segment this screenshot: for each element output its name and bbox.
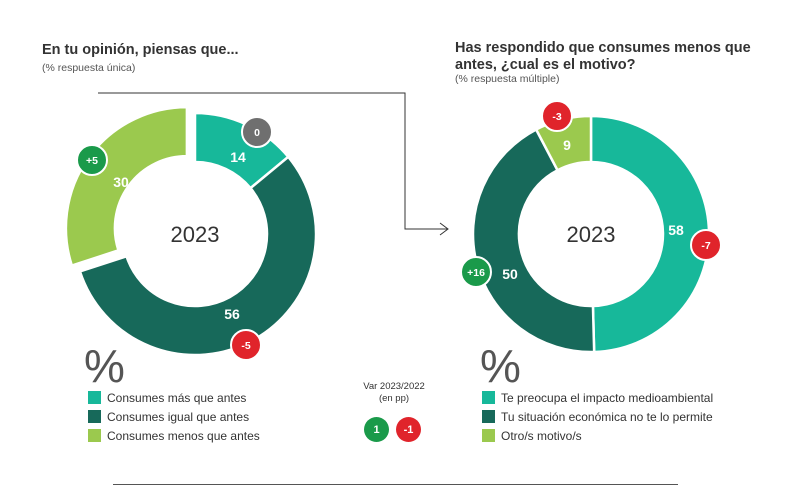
- change-badge: [690, 229, 722, 261]
- chart1-percent-symbol: %: [84, 340, 125, 392]
- change-badge: [541, 100, 573, 132]
- chart2-title: Has respondido que consumes menos que an…: [455, 40, 751, 73]
- legend-swatch: [482, 429, 495, 442]
- change-badge-label: +5: [86, 155, 98, 167]
- slice-value-label: 50: [502, 266, 518, 282]
- change-badge-label: -5: [241, 340, 250, 352]
- legend-label: Consumes más que antes: [107, 390, 247, 405]
- chart1-subtitle: (% respuesta única): [42, 62, 136, 74]
- donut-center-label: 2023: [171, 222, 220, 247]
- donut-slice: [64, 105, 189, 268]
- legend-item: Consumes menos que antes: [88, 426, 260, 445]
- slice-value-label: 58: [668, 222, 684, 238]
- legend-swatch: [482, 410, 495, 423]
- slice-value-label: 56: [224, 306, 240, 322]
- legend-swatch: [88, 391, 101, 404]
- legend-item: Tu situación económica no te lo permite: [482, 407, 713, 426]
- chart2-percent-symbol: %: [480, 340, 521, 392]
- legend-item: Otro/s motivo/s: [482, 426, 713, 445]
- donut-center-label: 2023: [567, 222, 616, 247]
- connector-line: [98, 92, 448, 230]
- bottom-divider: [113, 484, 678, 485]
- change-badge-label: -7: [701, 240, 710, 252]
- legend-item: Consumes más que antes: [88, 388, 260, 407]
- donut-slice: [589, 114, 711, 354]
- change-badge: [460, 256, 492, 288]
- change-badge: [76, 144, 108, 176]
- donut-slice: [471, 127, 596, 354]
- change-badge-label: 0: [254, 127, 260, 139]
- legend-item: Consumes igual que antes: [88, 407, 260, 426]
- donut-slice: [78, 155, 318, 357]
- slice-value-label: 14: [230, 149, 246, 165]
- slice-value-label: 30: [113, 174, 129, 190]
- donut-chart-2: 2023 58 -7 50 +16 9 -3: [460, 100, 722, 354]
- legend-swatch: [88, 410, 101, 423]
- legend-label: Consumes menos que antes: [107, 428, 260, 443]
- legend-item: Te preocupa el impacto medioambiental: [482, 388, 713, 407]
- legend-label: Te preocupa el impacto medioambiental: [501, 390, 714, 405]
- change-badge-label: +16: [467, 267, 485, 279]
- legend-swatch: [88, 429, 101, 442]
- legend-label: Consumes igual que antes: [107, 409, 250, 424]
- change-badge: [241, 116, 273, 148]
- variation-negative-badge: -1: [396, 417, 421, 442]
- chart1-legend: Consumes más que antes Consumes igual qu…: [88, 388, 260, 445]
- slice-value-label: 9: [563, 137, 571, 153]
- chart2-legend: Te preocupa el impacto medioambiental Tu…: [482, 388, 713, 445]
- chart1-title: En tu opinión, piensas que...: [42, 42, 239, 58]
- connector-arrow-icon: [439, 222, 449, 236]
- variation-legend-label: Var 2023/2022 (en pp): [363, 381, 425, 404]
- donut-chart-1: 2023 14 0 56 -5 30 +5: [64, 105, 318, 361]
- change-badge-label: -3: [552, 111, 561, 123]
- change-badge: [230, 329, 262, 361]
- chart2-subtitle: (% respuesta múltiple): [455, 73, 560, 85]
- legend-label: Tu situación económica no te lo permite: [501, 409, 713, 424]
- variation-positive-badge: 1: [364, 417, 389, 442]
- legend-label: Otro/s motivo/s: [501, 428, 582, 443]
- legend-swatch: [482, 391, 495, 404]
